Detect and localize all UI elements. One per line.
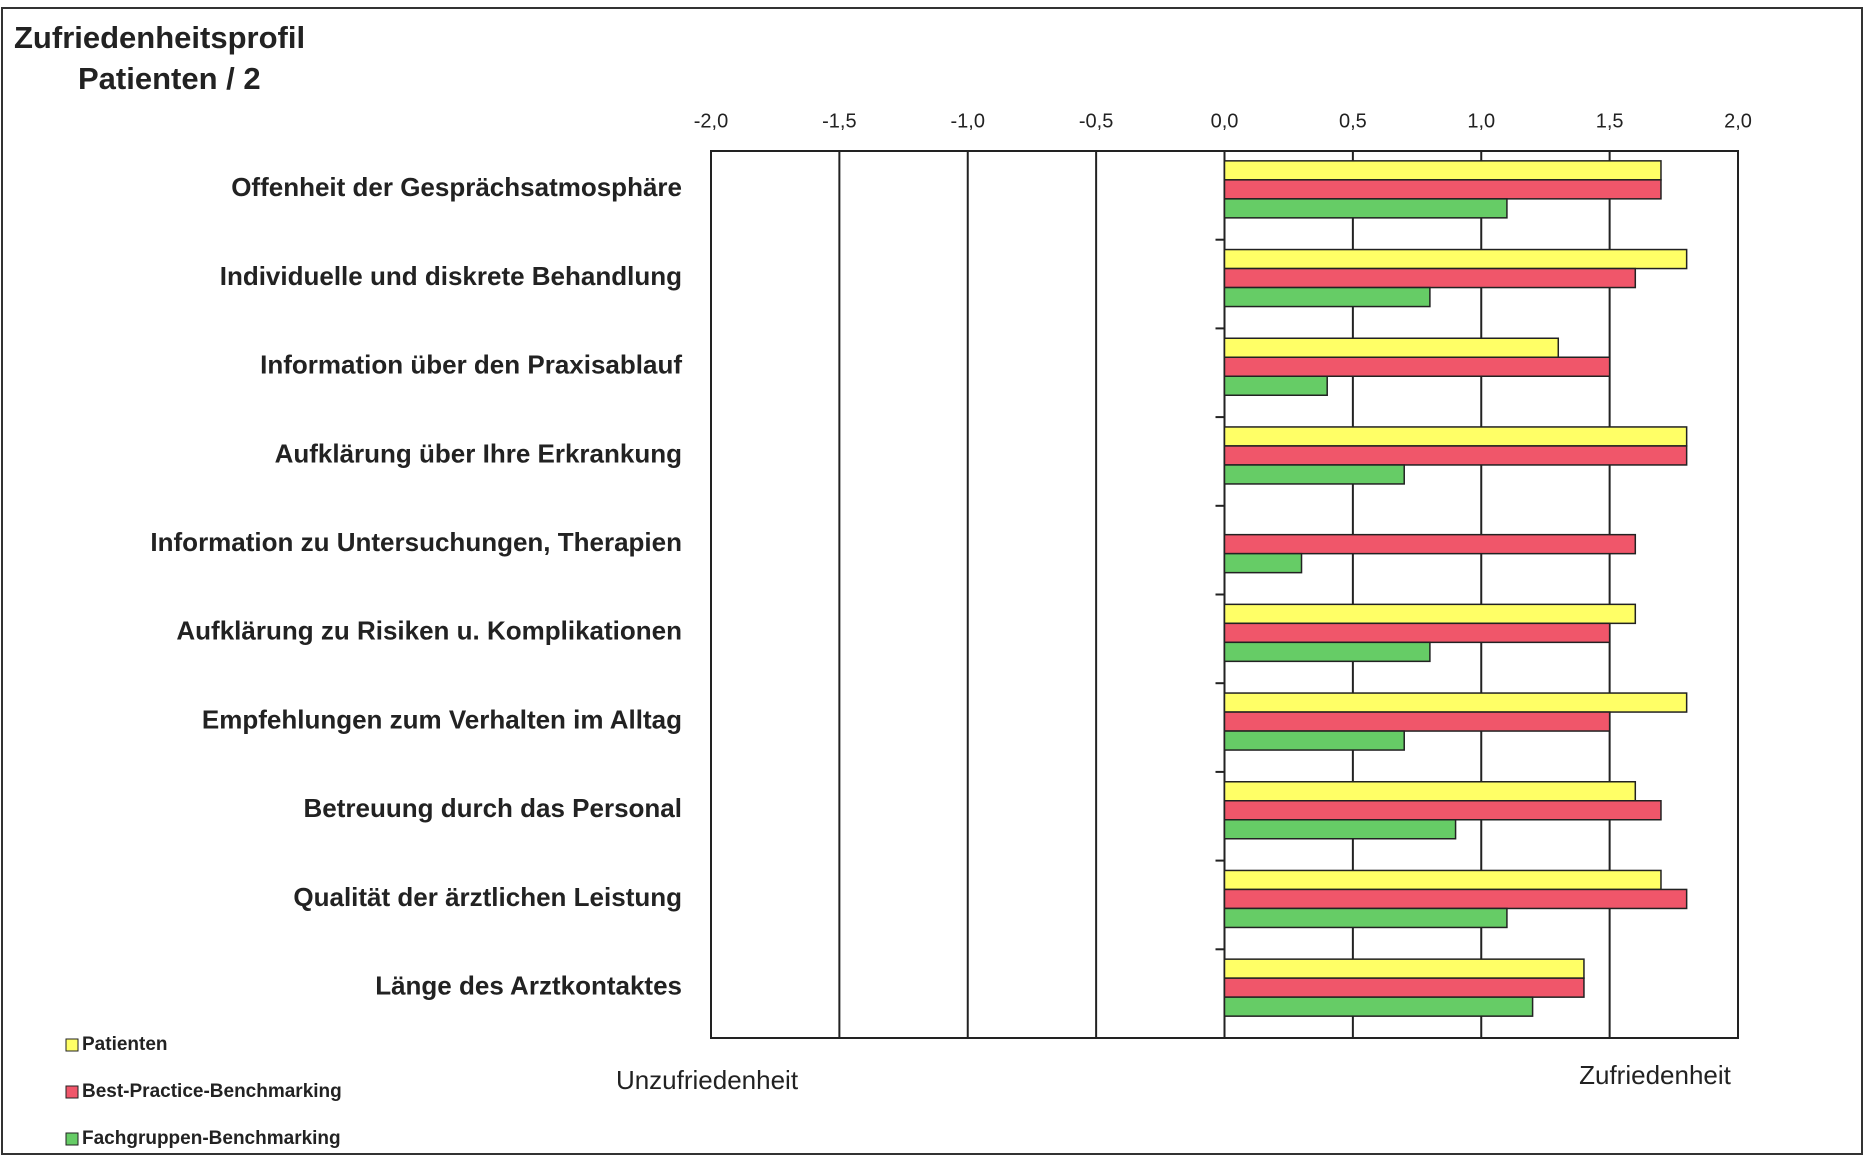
bar	[1223, 267, 1637, 289]
bar	[1223, 603, 1637, 625]
y-tick-label: Offenheit der Gesprächsatmosphäre	[231, 172, 682, 202]
y-tick-label: Aufklärung über Ihre Erkrankung	[275, 438, 682, 468]
legend-swatch	[65, 1085, 79, 1099]
annotation: Unzufriedenheit	[616, 1065, 799, 1095]
chart-subtitle: Patienten / 2	[78, 61, 261, 96]
bar	[1223, 869, 1662, 891]
x-tick-label: 1,5	[1596, 110, 1624, 132]
bar	[1223, 248, 1688, 270]
bar	[1223, 337, 1560, 358]
legend-swatch	[65, 1038, 79, 1052]
chart-title: Zufriedenheitsprofil	[14, 20, 305, 55]
y-tick-label: Aufklärung zu Risiken u. Komplikationen	[176, 616, 682, 646]
bar	[1223, 464, 1405, 485]
bar	[1223, 445, 1688, 466]
bar	[1223, 692, 1688, 713]
y-tick-label: Information zu Untersuchungen, Therapien	[150, 527, 682, 557]
x-tick-label: -1,5	[822, 110, 856, 132]
bar	[1223, 198, 1508, 219]
bar	[1223, 552, 1303, 574]
legend-label: Best-Practice-Benchmarking	[82, 1081, 342, 1102]
y-tick-label: Information über den Praxisablauf	[260, 350, 682, 380]
annotation: Zufriedenheit	[1579, 1060, 1732, 1090]
y-tick-label: Empfehlungen zum Verhalten im Alltag	[202, 704, 682, 734]
bar	[1223, 958, 1585, 979]
y-tick-label: Individuelle und diskrete Behandlung	[220, 261, 682, 291]
bar	[1223, 819, 1457, 840]
legend-label: Fachgruppen-Benchmarking	[82, 1128, 341, 1149]
plot-border	[710, 150, 1739, 1039]
legend-label: Patienten	[82, 1034, 168, 1055]
bar	[1223, 641, 1431, 663]
x-tick-label: 1,0	[1467, 110, 1495, 132]
x-tick-label: 0,0	[1211, 110, 1239, 132]
legend-swatch	[65, 1132, 79, 1146]
x-tick-label: -0,5	[1079, 110, 1113, 132]
bar	[1223, 888, 1688, 910]
y-tick-label: Betreuung durch das Personal	[303, 793, 682, 823]
bar	[1223, 711, 1611, 732]
bar	[1223, 907, 1508, 929]
x-tick-label: -1,0	[951, 110, 985, 132]
y-tick-label: Qualität der ärztlichen Leistung	[293, 882, 682, 912]
bar	[1223, 996, 1534, 1017]
bar	[1223, 375, 1328, 396]
bar	[1223, 800, 1662, 821]
bar	[1223, 977, 1585, 998]
bar	[1223, 286, 1431, 308]
bar	[1223, 622, 1611, 644]
x-tick-label: 0,5	[1339, 110, 1367, 132]
frame	[1, 7, 1863, 1155]
bar	[1223, 730, 1405, 751]
bar	[1223, 356, 1611, 377]
bar	[1223, 160, 1662, 181]
y-tick-label: Länge des Arztkontaktes	[375, 971, 682, 1001]
x-tick-label: 2,0	[1724, 110, 1752, 132]
x-tick-label: -2,0	[694, 110, 728, 132]
bar	[1223, 426, 1688, 447]
bar	[1223, 781, 1637, 802]
bar	[1223, 179, 1662, 200]
bar	[1223, 533, 1637, 555]
